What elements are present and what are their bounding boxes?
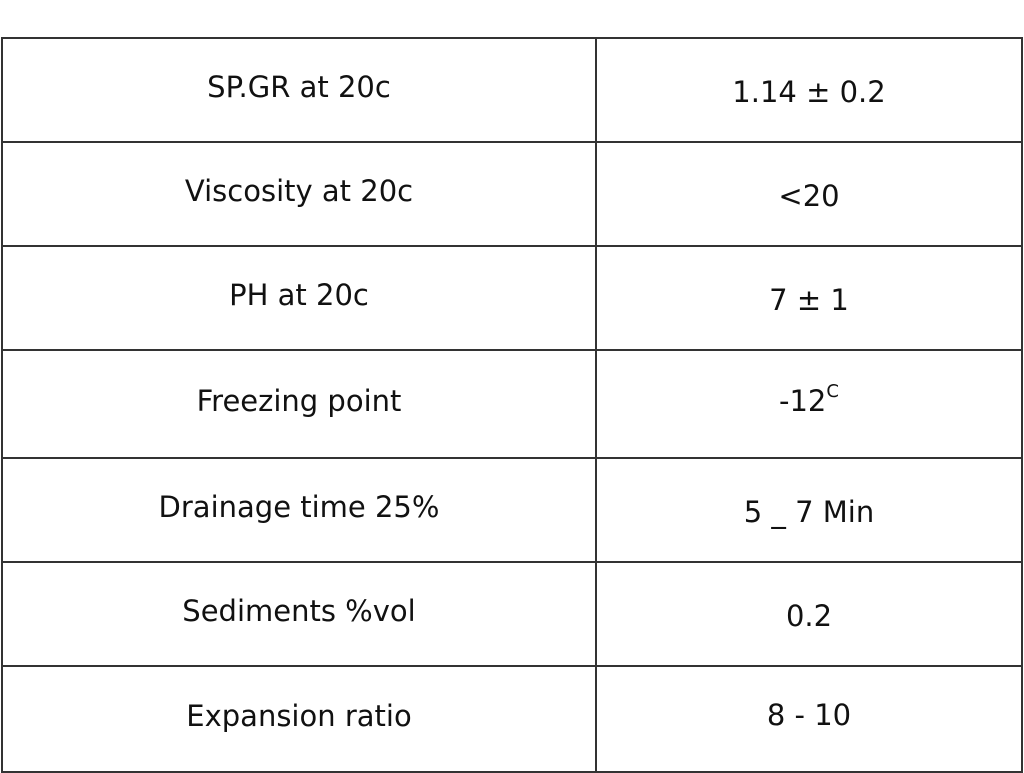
specifications-table: SP.GR at 20c 1.14 ± 0.2 Viscosity at 20c…: [1, 37, 1023, 773]
property-cell: Freezing point: [1, 349, 597, 459]
property-cell: Sediments %vol: [1, 561, 597, 667]
property-cell: Drainage time 25%: [1, 457, 597, 563]
property-cell: PH at 20c: [1, 245, 597, 351]
property-cell: Viscosity at 20c: [1, 141, 597, 247]
property-cell: SP.GR at 20c: [1, 37, 597, 143]
value-cell: 0.2: [595, 561, 1023, 667]
table-row: SP.GR at 20c 1.14 ± 0.2: [1, 37, 1023, 143]
value-cell: <20: [595, 141, 1023, 247]
table-row: Freezing point -12C: [1, 349, 1023, 459]
value-cell: 1.14 ± 0.2: [595, 37, 1023, 143]
value-cell: 5 _ 7 Min: [595, 457, 1023, 563]
table-row: PH at 20c 7 ± 1: [1, 245, 1023, 351]
property-cell: Expansion ratio: [1, 665, 597, 773]
table-row: Sediments %vol 0.2: [1, 561, 1023, 667]
table-row: Drainage time 25% 5 _ 7 Min: [1, 457, 1023, 563]
value-text: -12: [779, 383, 827, 418]
table-row: Expansion ratio 8 - 10: [1, 665, 1023, 773]
value-cell: 7 ± 1: [595, 245, 1023, 351]
value-cell: -12C: [595, 349, 1023, 459]
table-row: Viscosity at 20c <20: [1, 141, 1023, 247]
unit-superscript: C: [826, 380, 839, 402]
value-cell: 8 - 10: [595, 665, 1023, 773]
